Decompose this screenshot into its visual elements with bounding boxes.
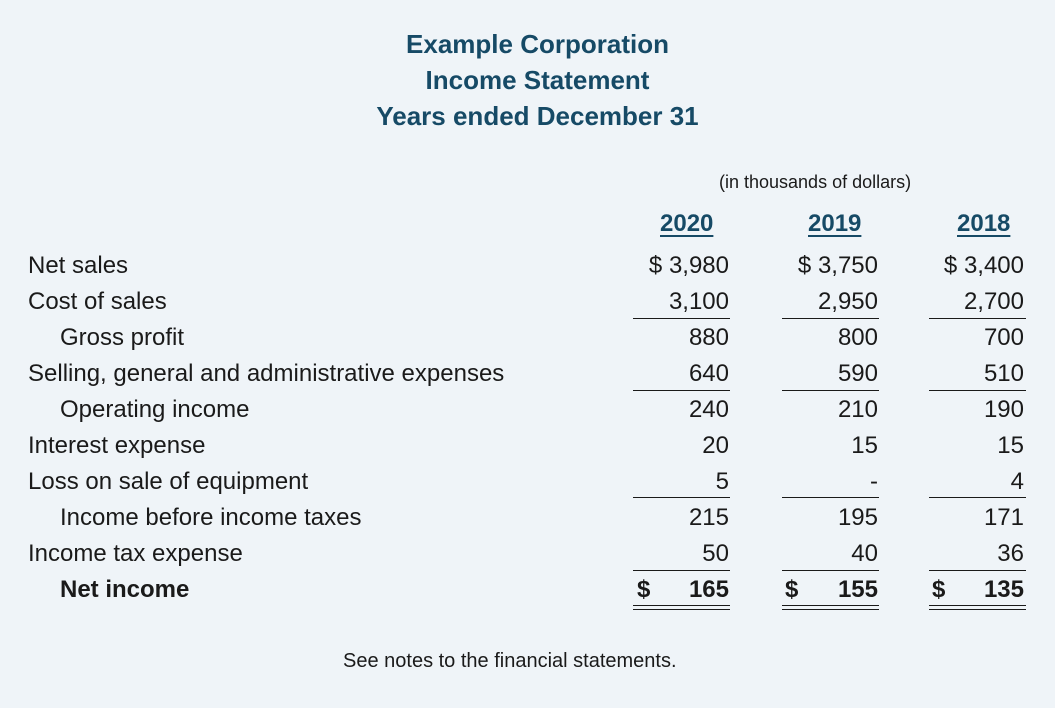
cell-operating-income-2019: 210 bbox=[837, 396, 878, 423]
row-label-net-sales: Net sales bbox=[28, 252, 129, 279]
cell-interest-expense-2019: 15 bbox=[851, 432, 878, 459]
cell-net-sales-2020: $ 3,980 bbox=[648, 252, 729, 279]
subtotal-rule-cost-of-sales-2019 bbox=[782, 318, 879, 319]
subtotal-rule-cost-of-sales-2018 bbox=[929, 318, 1026, 319]
row-label-income-before-taxes: Income before income taxes bbox=[60, 504, 362, 531]
total-double-rule-2018 bbox=[929, 605, 1026, 610]
net-income-value-2020: 165 bbox=[688, 576, 729, 603]
cell-income-before-taxes-2018: 171 bbox=[983, 504, 1024, 531]
year-header-2019: 2019 bbox=[808, 210, 862, 237]
subtotal-rule-sga-2019 bbox=[782, 390, 879, 391]
subtotal-rule-loss-2018 bbox=[929, 497, 1026, 498]
row-label-income-tax-expense: Income tax expense bbox=[28, 540, 243, 567]
cell-net-sales-2018: $ 3,400 bbox=[943, 252, 1024, 279]
row-label-gross-profit: Gross profit bbox=[60, 324, 185, 351]
subtotal-rule-tax-2018 bbox=[929, 570, 1026, 571]
cell-operating-income-2018: 190 bbox=[983, 396, 1024, 423]
year-header-2018: 2018 bbox=[957, 210, 1011, 237]
row-label-net-income: Net income bbox=[60, 576, 190, 603]
subtotal-rule-tax-2019 bbox=[782, 570, 879, 571]
cell-gross-profit-2018: 700 bbox=[983, 324, 1024, 351]
subtotal-rule-tax-2020 bbox=[633, 570, 730, 571]
row-label-operating-income: Operating income bbox=[60, 396, 250, 423]
cell-loss-on-sale-2018: 4 bbox=[1010, 468, 1024, 495]
cell-income-tax-2019: 40 bbox=[851, 540, 878, 567]
cell-net-income-2020: $ 165 bbox=[637, 576, 729, 604]
cell-net-income-2019: $ 155 bbox=[785, 576, 878, 604]
subtotal-rule-loss-2020 bbox=[633, 497, 730, 498]
net-income-value-2019: 155 bbox=[837, 576, 878, 603]
subtotal-rule-sga-2020 bbox=[633, 390, 730, 391]
row-label-loss-on-sale: Loss on sale of equipment bbox=[28, 468, 309, 495]
row-label-interest-expense: Interest expense bbox=[28, 432, 206, 459]
cell-income-before-taxes-2019: 195 bbox=[837, 504, 878, 531]
currency-symbol: $ bbox=[637, 576, 651, 603]
cell-gross-profit-2019: 800 bbox=[837, 324, 878, 351]
cell-income-tax-2020: 50 bbox=[702, 540, 729, 567]
subtotal-rule-sga-2018 bbox=[929, 390, 1026, 391]
cell-income-tax-2018: 36 bbox=[997, 540, 1024, 567]
cell-interest-expense-2018: 15 bbox=[997, 432, 1024, 459]
net-income-value-2018: 135 bbox=[983, 576, 1024, 603]
units-note: (in thousands of dollars) bbox=[719, 172, 912, 192]
total-double-rule-2020 bbox=[633, 605, 730, 610]
cell-operating-income-2020: 240 bbox=[688, 396, 729, 423]
cell-loss-on-sale-2019: - bbox=[870, 468, 878, 495]
currency-symbol: $ bbox=[932, 576, 946, 603]
subtotal-rule-cost-of-sales-2020 bbox=[633, 318, 730, 319]
company-name: Example Corporation bbox=[406, 29, 669, 59]
row-label-cost-of-sales: Cost of sales bbox=[28, 288, 167, 315]
cell-net-sales-2019: $ 3,750 bbox=[797, 252, 878, 279]
cell-sga-2020: 640 bbox=[688, 360, 729, 387]
cell-income-before-taxes-2020: 215 bbox=[688, 504, 729, 531]
cell-gross-profit-2020: 880 bbox=[688, 324, 729, 351]
total-double-rule-2019 bbox=[782, 605, 879, 610]
footnote: See notes to the financial statements. bbox=[343, 650, 677, 672]
statement-period: Years ended December 31 bbox=[376, 101, 699, 131]
statement-title: Income Statement bbox=[425, 65, 650, 95]
cell-net-income-2018: $ 135 bbox=[932, 576, 1024, 604]
cell-sga-2019: 590 bbox=[837, 360, 878, 387]
currency-symbol: $ bbox=[785, 576, 799, 603]
row-label-sga-expenses: Selling, general and administrative expe… bbox=[28, 360, 505, 387]
statement-header: Example Corporation Income Statement Yea… bbox=[0, 26, 1055, 134]
cell-interest-expense-2020: 20 bbox=[702, 432, 729, 459]
cell-sga-2018: 510 bbox=[983, 360, 1024, 387]
cell-cost-of-sales-2019: 2,950 bbox=[817, 288, 878, 315]
cell-cost-of-sales-2020: 3,100 bbox=[668, 288, 729, 315]
subtotal-rule-loss-2019 bbox=[782, 497, 879, 498]
cell-loss-on-sale-2020: 5 bbox=[715, 468, 729, 495]
cell-cost-of-sales-2018: 2,700 bbox=[963, 288, 1024, 315]
year-header-2020: 2020 bbox=[660, 210, 714, 237]
